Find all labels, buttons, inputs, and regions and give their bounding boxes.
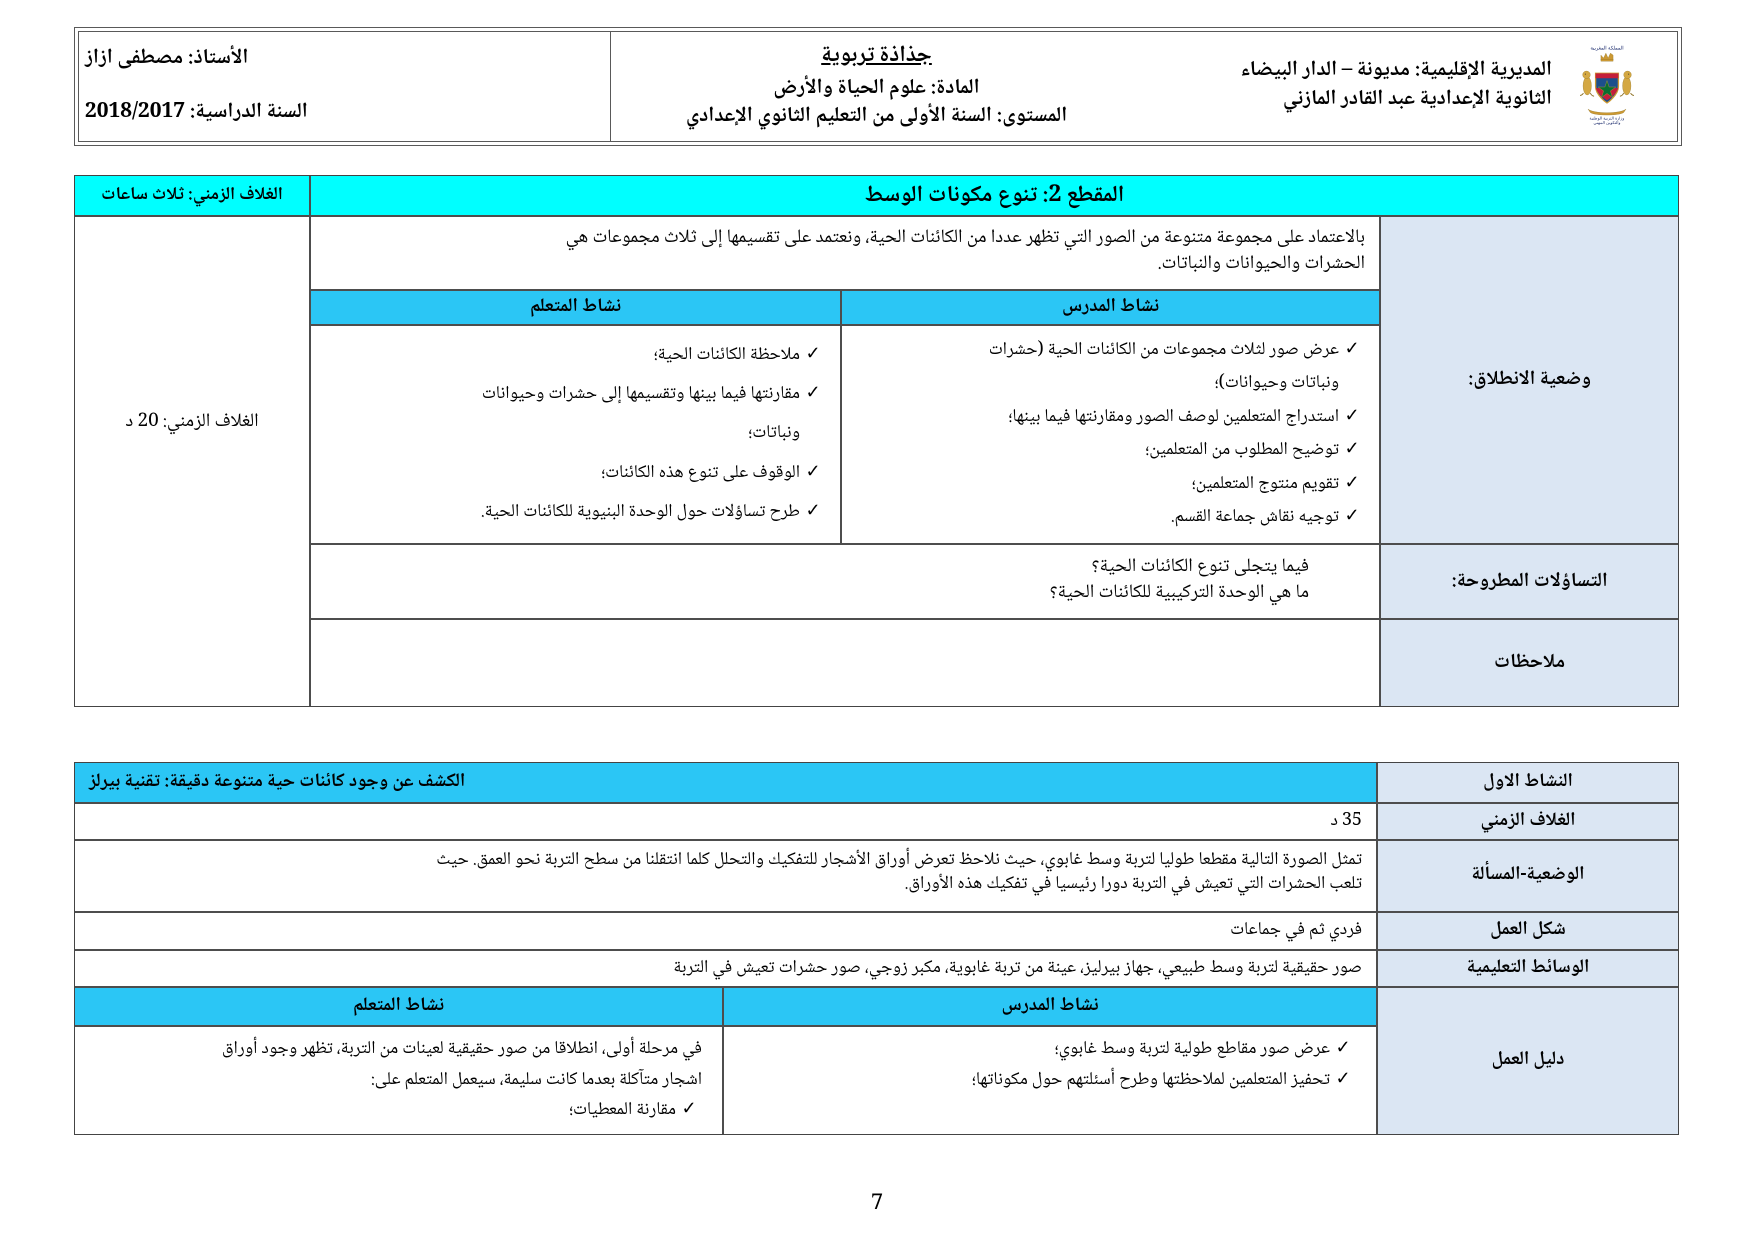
svg-text:وزارة التربية الوطنية: وزارة التربية الوطنية	[1590, 115, 1625, 120]
svg-text:والتكوين المهني: والتكوين المهني	[1593, 120, 1620, 125]
svg-text:المملكة المغربية: المملكة المغربية	[1590, 45, 1623, 51]
